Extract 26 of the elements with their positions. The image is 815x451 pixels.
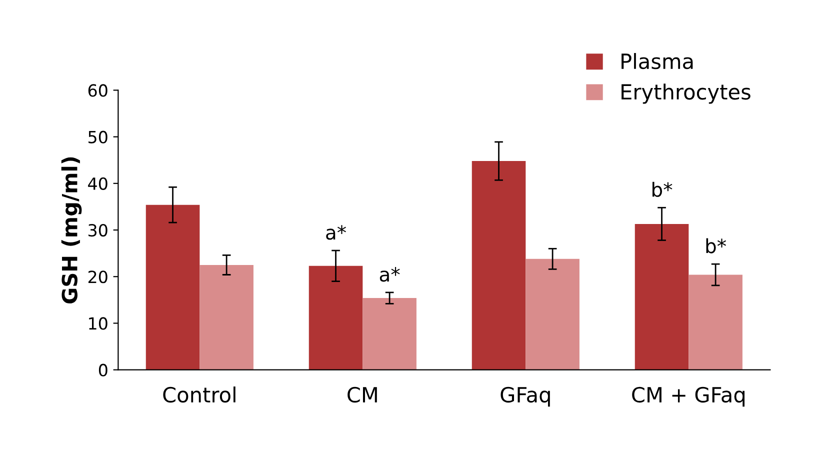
data-label: b* (652, 182, 672, 197)
bar (526, 258, 580, 370)
bar (200, 264, 254, 370)
y-tick-label: 10 (89, 317, 108, 330)
x-tick-label: GFaq (500, 386, 550, 407)
y-tick-label: 60 (88, 84, 108, 97)
bar (472, 161, 526, 370)
x-tick-label: CM (348, 386, 377, 403)
x-tick-label: Control (163, 386, 236, 403)
legend-label: Erythrocytes (622, 84, 750, 104)
data-label: b* (706, 238, 726, 254)
y-tick-label: 50 (88, 130, 108, 144)
legend-label: Plasma (622, 53, 693, 70)
x-tick-label: CM + GFaq (632, 386, 744, 407)
bar (308, 266, 363, 370)
y-tick-label: 0 (98, 364, 108, 376)
data-label: a* (326, 225, 346, 240)
bar (362, 298, 416, 370)
y-tick-label: 30 (88, 224, 108, 237)
bar (146, 204, 200, 370)
y-axis-title: GSH (mg/ml) (61, 157, 82, 304)
y-tick-label: 20 (88, 270, 108, 284)
y-tick-label: 40 (88, 177, 108, 190)
bar (634, 224, 689, 370)
data-label: a* (380, 267, 400, 282)
bar (688, 274, 742, 370)
